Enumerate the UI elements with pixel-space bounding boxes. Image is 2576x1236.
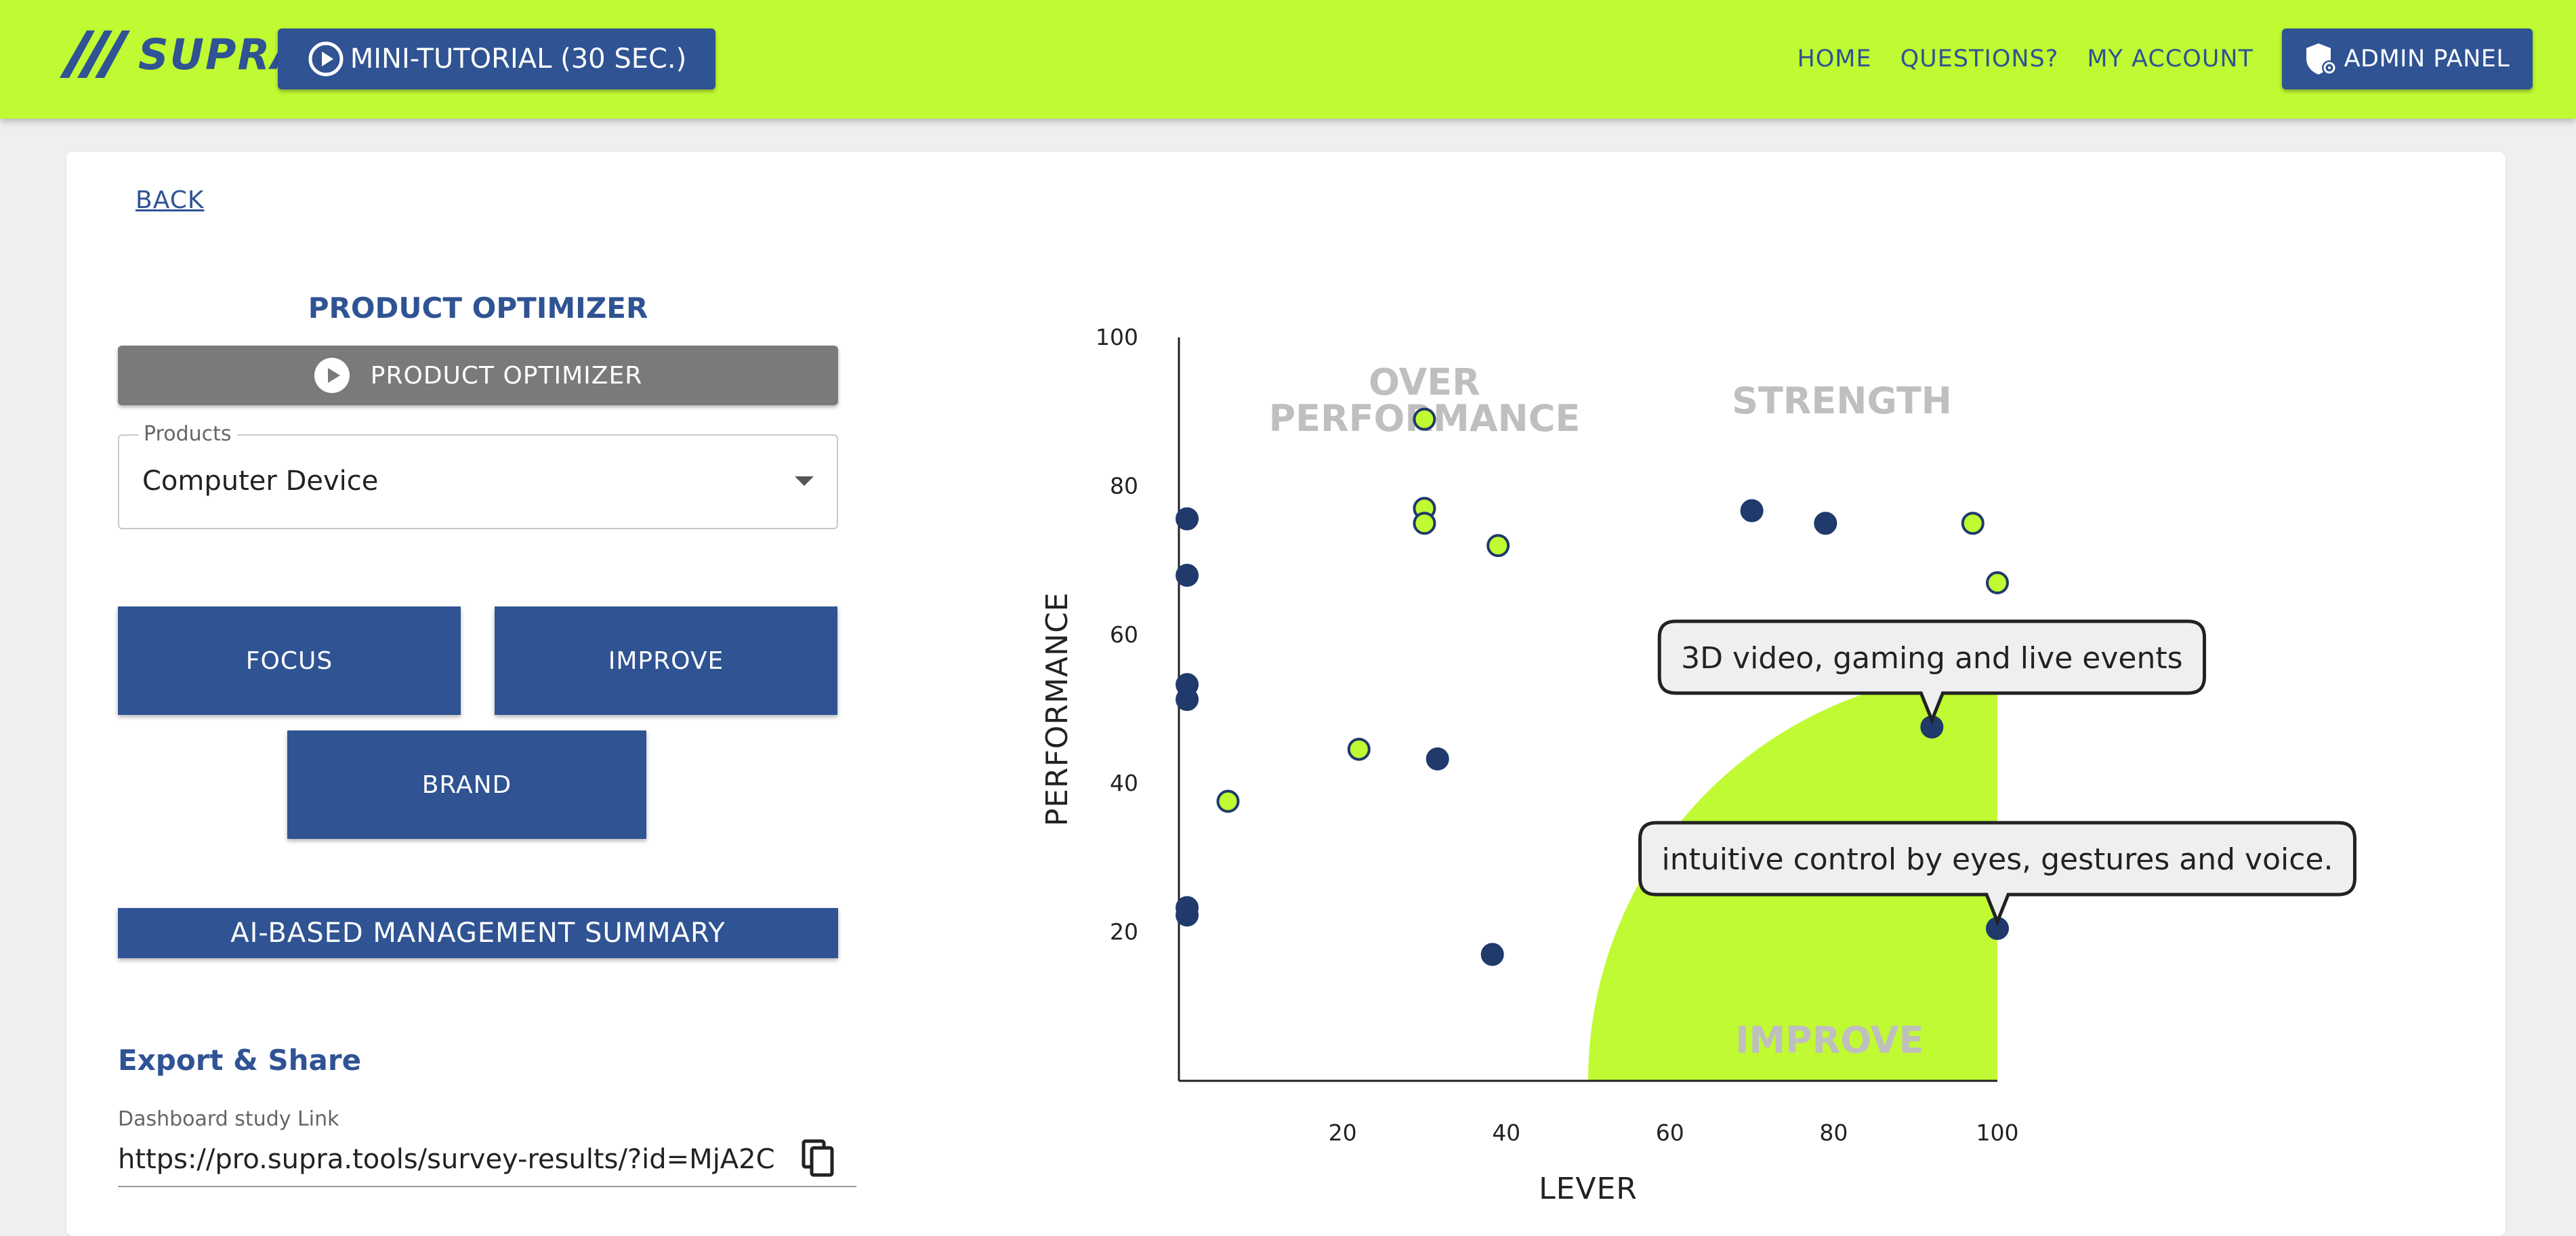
x-tick-label: 20 xyxy=(1329,1119,1357,1146)
product-optimizer-video-button[interactable]: PRODUCT OPTIMIZER xyxy=(118,346,838,405)
scatter-point[interactable] xyxy=(1480,943,1504,966)
tooltip-text: intuitive control by eyes, gestures and … xyxy=(1662,842,2333,877)
export-share-title: Export & Share xyxy=(118,1044,362,1077)
brand-button[interactable]: BRAND xyxy=(287,730,646,839)
x-tick-label: 40 xyxy=(1492,1119,1520,1146)
tooltip-bubble xyxy=(1657,619,2207,725)
mini-tutorial-label: MINI-TUTORIAL (30 SEC.) xyxy=(350,43,687,75)
improve-quadrant-label: IMPROVE xyxy=(1735,1018,1924,1061)
strength-quadrant-label: STRENGTH xyxy=(1732,379,1952,422)
y-tick-label: 40 xyxy=(1110,770,1138,796)
nav-my-account-link[interactable]: MY ACCOUNT xyxy=(2087,45,2253,73)
y-tick-label: 80 xyxy=(1110,472,1138,499)
scatter-point[interactable] xyxy=(1176,564,1199,588)
priority-scatter-chart: 20 40 60 80 100 20 40 60 80 100 OVER PERFORMANCE… xyxy=(1040,324,2356,1206)
scatter-point[interactable] xyxy=(1413,407,1436,431)
section-title: PRODUCT OPTIMIZER xyxy=(308,291,648,325)
copy-icon[interactable] xyxy=(799,1138,840,1179)
scatter-point[interactable] xyxy=(1740,499,1764,522)
over-performance-label-line1: OVER xyxy=(1369,360,1480,403)
scatter-point[interactable] xyxy=(1961,512,1985,535)
x-axis-ticks: 20 40 60 80 100 xyxy=(1329,1119,2019,1146)
logo-text: SUPRA xyxy=(138,29,306,79)
y-axis-title: PERFORMANCE xyxy=(1040,592,1075,827)
point-tooltip: 3D video, gaming and live events xyxy=(1657,619,2207,725)
tooltip-bubble xyxy=(1638,821,2356,926)
nav-home-link[interactable]: HOME xyxy=(1797,45,1872,73)
tooltip-text: 3D video, gaming and live events xyxy=(1681,641,2182,676)
top-app-bar: SUPRA MINI-TUTORIAL (30 SEC.) HOME QUEST… xyxy=(0,0,2576,119)
scatter-point[interactable] xyxy=(1487,534,1510,558)
admin-panel-button[interactable]: ADMIN PANEL xyxy=(2282,28,2533,89)
products-select-label: Products xyxy=(138,422,237,446)
products-select-value: Computer Device xyxy=(142,466,379,497)
focus-button[interactable]: FOCUS xyxy=(118,606,461,715)
admin-panel-label: ADMIN PANEL xyxy=(2344,45,2510,73)
top-nav: HOME QUESTIONS? MY ACCOUNT ADMIN PANEL xyxy=(1797,28,2533,89)
supra-logo[interactable]: SUPRA xyxy=(60,27,305,81)
logo-mark-icon xyxy=(60,30,130,78)
dropdown-arrow-icon xyxy=(795,476,814,486)
scatter-point[interactable] xyxy=(1426,747,1449,770)
x-tick-label: 80 xyxy=(1819,1119,1848,1146)
back-link[interactable]: BACK xyxy=(136,186,205,214)
scatter-point[interactable] xyxy=(1176,688,1199,712)
scatter-point[interactable] xyxy=(1216,789,1240,813)
y-tick-label: 100 xyxy=(1096,324,1138,350)
play-circle-icon xyxy=(314,358,350,393)
play-circle-icon xyxy=(308,41,344,77)
scatter-point[interactable] xyxy=(1986,571,2009,595)
scatter-point[interactable] xyxy=(1176,903,1199,927)
scatter-point[interactable] xyxy=(1347,737,1371,761)
product-optimizer-button-label: PRODUCT OPTIMIZER xyxy=(370,361,643,390)
dashboard-link-label: Dashboard study Link xyxy=(118,1107,339,1131)
ai-management-summary-button[interactable]: AI-BASED MANAGEMENT SUMMARY xyxy=(118,908,838,958)
y-tick-label: 60 xyxy=(1110,621,1138,648)
x-tick-label: 100 xyxy=(1976,1119,2019,1146)
improve-button[interactable]: IMPROVE xyxy=(495,606,837,715)
nav-questions-link[interactable]: QUESTIONS? xyxy=(1900,45,2059,73)
dashboard-link-field[interactable]: https://pro.supra.tools/survey-results/?… xyxy=(118,1138,856,1187)
products-select[interactable]: Products Computer Device xyxy=(118,422,838,529)
y-axis-ticks: 20 40 60 80 100 xyxy=(1096,324,1138,945)
admin-shield-icon xyxy=(2306,43,2337,75)
scatter-point[interactable] xyxy=(1176,507,1199,531)
point-tooltips: 3D video, gaming and live events intuitiv… xyxy=(1638,619,2356,926)
mini-tutorial-button[interactable]: MINI-TUTORIAL (30 SEC.) xyxy=(278,28,715,89)
data-points xyxy=(1176,407,2009,966)
point-tooltip: intuitive control by eyes, gestures and … xyxy=(1638,821,2356,926)
x-tick-label: 60 xyxy=(1656,1119,1684,1146)
x-axis-title: LEVER xyxy=(1539,1172,1638,1206)
scatter-point[interactable] xyxy=(1814,512,1837,535)
y-tick-label: 20 xyxy=(1110,919,1138,945)
scatter-point[interactable] xyxy=(1413,512,1436,535)
